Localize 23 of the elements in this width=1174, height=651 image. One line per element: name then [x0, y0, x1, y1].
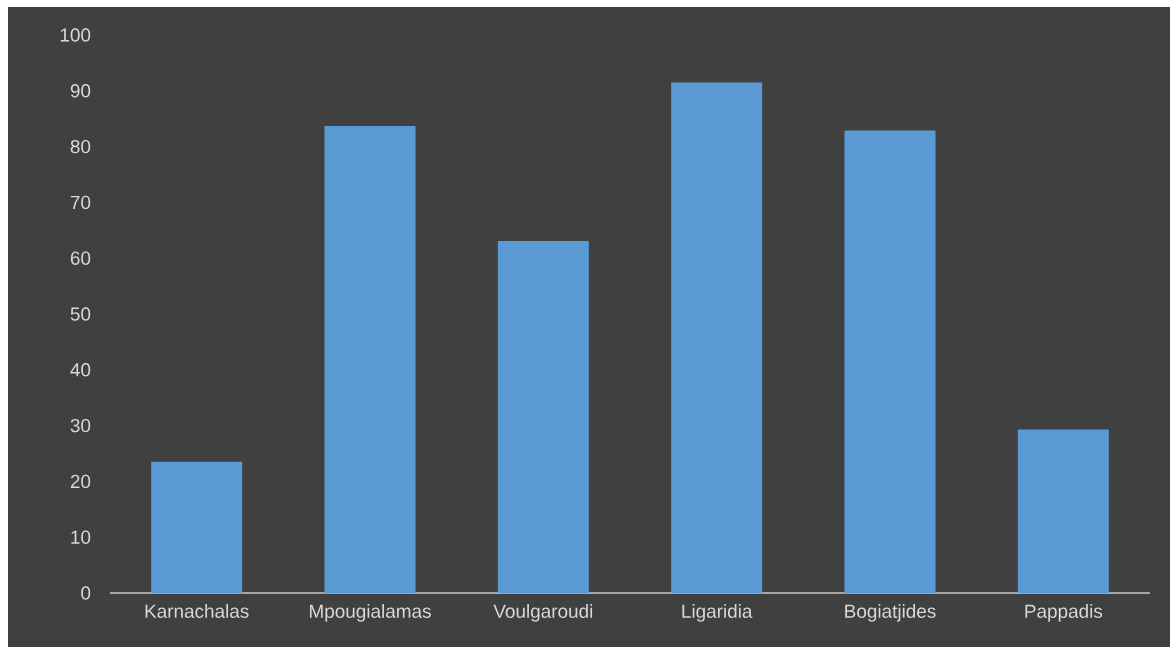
x-tick-label: Ligaridia [682, 604, 753, 622]
y-tick-label: 70 [70, 195, 91, 210]
bar [844, 130, 936, 593]
bar [324, 125, 416, 593]
y-tick-label: 30 [70, 418, 91, 433]
x-tick-label: Pappadis [1025, 604, 1103, 622]
y-tick-label: 60 [70, 251, 91, 265]
y-tick-label: 90 [70, 84, 91, 98]
y-tick-label: 20 [70, 474, 91, 489]
bar [671, 82, 763, 593]
x-tick-label: Mpougialamas [310, 604, 431, 622]
y-tick-label: 40 [70, 363, 91, 377]
x-tick-label: Voulgaroudi [493, 604, 593, 622]
bar [497, 240, 589, 593]
x-tick-label: Karnachalas [145, 604, 249, 618]
bar [151, 461, 243, 593]
y-tick-label: 0 [81, 586, 91, 600]
y-tick-label: 50 [70, 307, 91, 321]
y-tick-label: 80 [70, 139, 91, 154]
y-tick-label: 100 [60, 28, 91, 42]
x-tick-label: Bogiatjides [845, 604, 936, 622]
bar [1017, 429, 1109, 593]
y-tick-label: 10 [71, 530, 91, 544]
